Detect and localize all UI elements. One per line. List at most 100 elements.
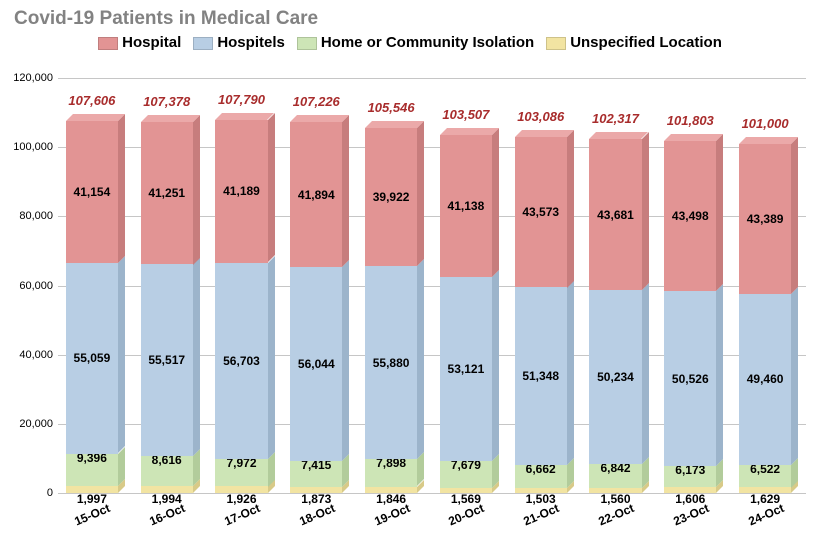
bar-segment-home: 6,173 (664, 466, 716, 487)
bar-segment-unspecified: 1,606 (664, 487, 716, 493)
bar-segment-home: 6,842 (589, 464, 641, 488)
bar-top-cap (515, 130, 574, 137)
bar-segment-side (118, 447, 125, 486)
bar-segment-hospitels: 50,526 (664, 291, 716, 466)
y-axis-label: 80,000 (19, 210, 58, 222)
bar-value-label: 49,460 (747, 372, 784, 386)
bar-segment-unspecified: 1,873 (290, 487, 342, 493)
bar-total-label: 103,507 (442, 107, 489, 122)
bar-segment-side (417, 259, 424, 459)
bar-value-label: 56,703 (223, 354, 260, 368)
bar-segment-hospitels: 49,460 (739, 294, 791, 465)
bar-segment-side (716, 134, 723, 291)
legend-item: Hospitels (193, 34, 285, 51)
bar-total-label: 101,000 (742, 116, 789, 131)
bar-value-label: 41,894 (298, 188, 335, 202)
bar-segment-unspecified: 1,926 (215, 486, 267, 493)
bar-segment-side (791, 287, 798, 465)
bar-top-cap (141, 115, 200, 122)
bar-value-label: 55,880 (373, 356, 410, 370)
bar-segment-unspecified: 1,560 (589, 488, 641, 493)
bar-value-label: 50,526 (672, 372, 709, 386)
chart-title: Covid-19 Patients in Medical Care (14, 8, 318, 30)
bar-segment-hospital: 43,498 (664, 141, 716, 291)
bar-segment-side (492, 270, 499, 461)
y-axis-label: 120,000 (13, 72, 58, 84)
y-axis-label: 60,000 (19, 280, 58, 292)
bar-segment-hospitels: 51,348 (515, 287, 567, 465)
bar-total-label: 107,378 (143, 94, 190, 109)
bar-segment-side (118, 114, 125, 263)
bar-segment-side (193, 115, 200, 265)
legend-label: Home or Community Isolation (321, 34, 534, 51)
bar-segment-unspecified: 1,994 (141, 486, 193, 493)
bar-segment-unspecified: 1,569 (440, 488, 492, 493)
legend-label: Hospitels (217, 34, 285, 51)
bar-segment-hospital: 43,681 (589, 139, 641, 290)
bar-value-label: 41,189 (223, 184, 260, 198)
bar-segment-side (716, 284, 723, 466)
bar-total-label: 105,546 (368, 100, 415, 115)
bar-total-label: 103,086 (517, 109, 564, 124)
bar-segment-home: 9,396 (66, 454, 118, 486)
bar-top-cap (440, 128, 499, 135)
bar-top-cap (290, 115, 349, 122)
bar-segment-home: 6,662 (515, 465, 567, 488)
bar-segment-hospitels: 55,880 (365, 266, 417, 459)
legend-swatch (193, 37, 213, 50)
bar-segment-side (567, 130, 574, 288)
bar-segment-side (642, 132, 649, 290)
bar-segment-side (268, 113, 275, 262)
gridline (58, 78, 806, 79)
bar-segment-side (193, 257, 200, 456)
bar-segment-hospital: 41,894 (290, 122, 342, 267)
bar-value-label: 41,251 (148, 186, 185, 200)
bar-segment-side (567, 280, 574, 465)
y-axis-label: 100,000 (13, 141, 58, 153)
bar-value-label: 41,154 (74, 185, 111, 199)
bar-segment-hospital: 41,138 (440, 135, 492, 277)
y-axis-label: 20,000 (19, 418, 58, 430)
bar-segment-hospitels: 56,044 (290, 267, 342, 461)
chart-root: { "title": "Covid-19 Patients in Medical… (0, 0, 820, 542)
bar-value-label: 43,573 (522, 205, 559, 219)
bar-segment-home: 8,616 (141, 456, 193, 486)
bar-segment-hospital: 41,154 (66, 121, 118, 263)
bar-top-cap (589, 132, 648, 139)
bar-segment-hospital: 41,189 (215, 120, 267, 262)
bar-value-label: 43,681 (597, 208, 634, 222)
bar-segment-hospitels: 55,517 (141, 264, 193, 456)
bar-top-cap (66, 114, 125, 121)
bar-segment-hospitels: 55,059 (66, 263, 118, 453)
bar-segment-unspecified: 1,997 (66, 486, 118, 493)
legend-item: Unspecified Location (546, 34, 722, 51)
bar-total-label: 107,606 (68, 93, 115, 108)
bar-segment-hospitels: 53,121 (440, 277, 492, 461)
bar-value-label: 55,059 (74, 351, 111, 365)
bar-total-label: 107,226 (293, 94, 340, 109)
y-axis-label: 40,000 (19, 349, 58, 361)
bar-segment-hospital: 43,573 (515, 137, 567, 288)
legend-item: Home or Community Isolation (297, 34, 534, 51)
bar-value-label: 55,517 (148, 353, 185, 367)
bar-segment-home: 7,415 (290, 461, 342, 487)
legend-label: Unspecified Location (570, 34, 722, 51)
bar-top-cap (365, 121, 424, 128)
bar-segment-side (342, 260, 349, 461)
legend: Hospital Hospitels Home or Community Isola… (0, 34, 820, 51)
plot-area: 020,00040,00060,00080,000100,000120,0001… (58, 78, 806, 493)
bar-segment-home: 7,898 (365, 459, 417, 486)
legend-swatch (98, 37, 118, 50)
bar-value-label: 56,044 (298, 357, 335, 371)
legend-label: Hospital (122, 34, 181, 51)
bar-value-label: 53,121 (448, 362, 485, 376)
bar-value-label: 50,234 (597, 370, 634, 384)
bar-segment-unspecified: 1,503 (515, 488, 567, 493)
bar-segment-side (642, 283, 649, 464)
legend-item: Hospital (98, 34, 181, 51)
bar-segment-side (492, 128, 499, 277)
bar-top-cap (664, 134, 723, 141)
bar-segment-side (342, 115, 349, 267)
bar-segment-home: 7,972 (215, 459, 267, 487)
bar-segment-side (118, 256, 125, 453)
